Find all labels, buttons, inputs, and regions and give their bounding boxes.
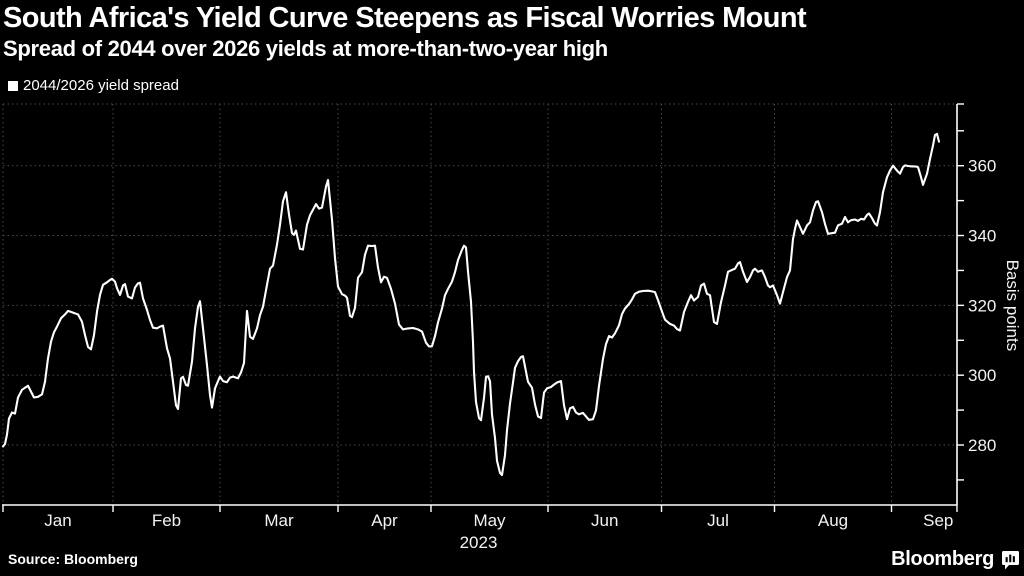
y-tick-label-300: 300 [968,366,996,385]
y-tick-label-320: 320 [968,296,996,315]
bloomberg-logo: Bloomberg [891,548,1020,571]
month-label-mar: Mar [264,511,294,530]
y-tick-label-280: 280 [968,436,996,455]
month-label-jun: Jun [591,511,618,530]
month-label-feb: Feb [152,511,181,530]
legend-swatch-icon [8,80,18,91]
y-axis-title: Basis points [1003,260,1022,352]
month-label-sep: Sep [923,511,953,530]
month-label-jul: Jul [707,511,729,530]
bar-chart-bubble-icon [1002,550,1019,569]
y-tick-label-360: 360 [968,157,996,176]
month-label-apr: Apr [371,511,398,530]
y-tick-label-340: 340 [968,227,996,246]
legend: 2044/2026 yield spread [8,77,179,94]
legend-label: 2044/2026 yield spread [23,77,179,94]
month-label-may: May [473,511,506,530]
month-label-jan: Jan [44,511,71,530]
month-label-aug: Aug [818,511,848,530]
chart-title: South Africa's Yield Curve Steepens as F… [3,2,807,34]
year-label: 2023 [460,533,498,552]
chart-subtitle: Spread of 2044 over 2026 yields at more-… [3,36,608,61]
source-note: Source: Bloomberg [8,551,138,567]
bloomberg-logo-text: Bloomberg [891,548,994,570]
yield-spread-series-line [1,132,941,477]
